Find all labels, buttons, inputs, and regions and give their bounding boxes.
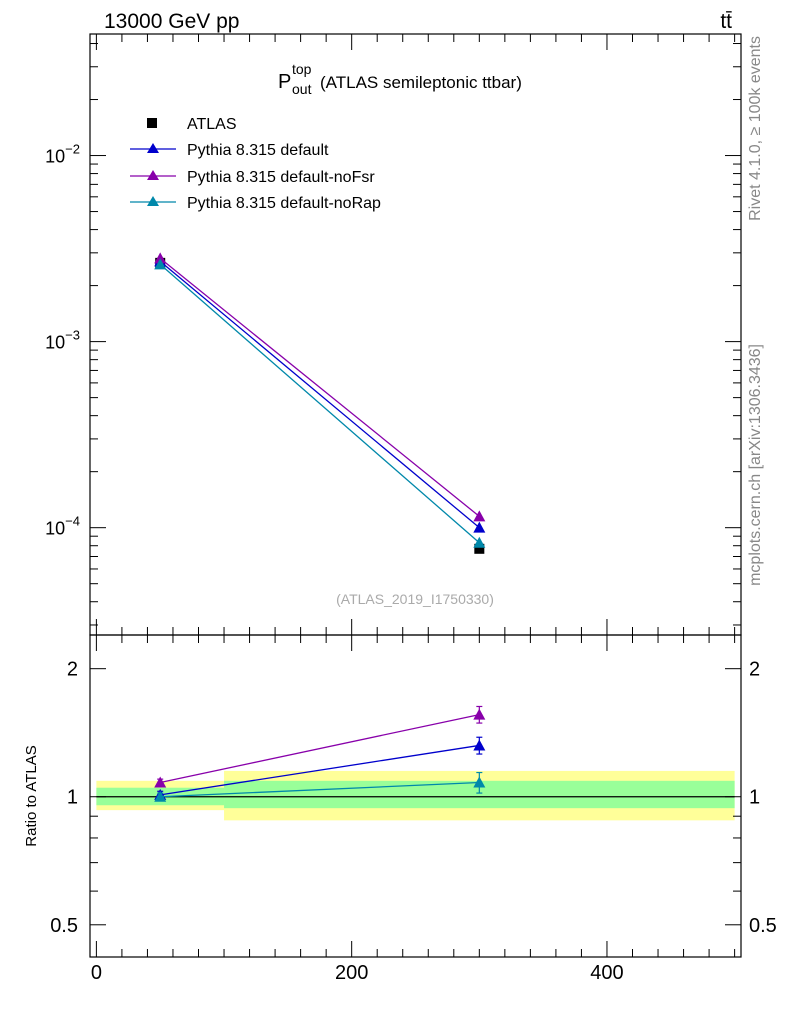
title-superscript: top	[292, 61, 312, 77]
ratio-line-default	[160, 744, 480, 796]
legend-nofsr-marker	[147, 170, 159, 180]
legend-atlas-marker	[147, 118, 157, 128]
process-label: tt̄	[720, 10, 732, 33]
ratio-y-tick-label: 0.5	[50, 915, 78, 937]
plot-title: P top out (ATLAS semileptonic ttbar)	[278, 61, 522, 97]
x-tick-label: 0	[91, 962, 102, 984]
series-line-noFsr	[159, 257, 480, 517]
x-tick-label: 200	[335, 962, 368, 984]
main-y-tick-label: 10−3	[45, 328, 80, 353]
ratio-y-tick-label-right: 0.5	[749, 915, 777, 937]
ratio-y-axis-label: Ratio to ATLAS	[23, 745, 40, 846]
ratio-y-tick-label: 2	[67, 659, 78, 681]
data-point-noRap	[473, 536, 486, 548]
title-subscript: out	[292, 81, 312, 97]
ratio-line-noFsr	[160, 713, 480, 784]
legend-nofsr-label: Pythia 8.315 default-noFsr	[187, 169, 375, 186]
main-y-tick-label: 10−4	[45, 514, 80, 539]
data-point-default	[473, 521, 486, 533]
legend-default-label: Pythia 8.315 default	[187, 142, 329, 159]
ratio-point-noRap	[473, 776, 486, 788]
legend-norap-marker	[147, 196, 159, 206]
ratio-y-tick-label-right: 2	[749, 659, 760, 681]
data-point-noRap	[154, 258, 167, 270]
ratio-point-default	[473, 739, 486, 751]
ratio-point-noRap	[154, 790, 167, 802]
rivet-version-label: Rivet 4.1.0, ≥ 100k events	[747, 36, 764, 221]
series-line-noRap	[159, 263, 480, 544]
ratio-y-tick-label-right: 1	[749, 787, 760, 809]
x-tick-label: 400	[590, 962, 623, 984]
data-point-atlas	[474, 543, 485, 554]
data-point-noFsr	[154, 252, 167, 264]
series-line-default	[159, 260, 480, 529]
main-axis-ticks: 10−2 10−3 10−4	[45, 34, 741, 635]
main-series	[154, 252, 486, 554]
ratio-plot-frame	[89, 634, 742, 958]
ratio-point-noFsr	[473, 708, 486, 720]
ratio-line-noRap	[160, 781, 480, 798]
ratio-y-tick-label: 1	[67, 787, 78, 809]
ratio-series	[154, 705, 486, 802]
analysis-watermark: (ATLAS_2019_I1750330)	[336, 591, 494, 607]
title-main: P	[278, 71, 291, 93]
ratio-axis-ticks: 2 2 1 1 0.5 0.5 0 200 400	[50, 635, 777, 984]
data-point-noFsr	[473, 510, 486, 522]
legend: ATLAS Pythia 8.315 default Pythia 8.315 …	[130, 116, 381, 212]
legend-default-marker	[147, 143, 159, 153]
main-y-tick-label: 10−2	[45, 142, 80, 167]
legend-norap-label: Pythia 8.315 default-noRap	[187, 195, 381, 212]
mcplots-label: mcplots.cern.ch [arXiv:1306.3436]	[747, 344, 764, 586]
ratio-point-noFsr	[154, 776, 167, 788]
energy-label: 13000 GeV pp	[104, 10, 239, 33]
title-suffix: (ATLAS semileptonic ttbar)	[320, 73, 522, 92]
legend-atlas-label: ATLAS	[187, 116, 237, 133]
